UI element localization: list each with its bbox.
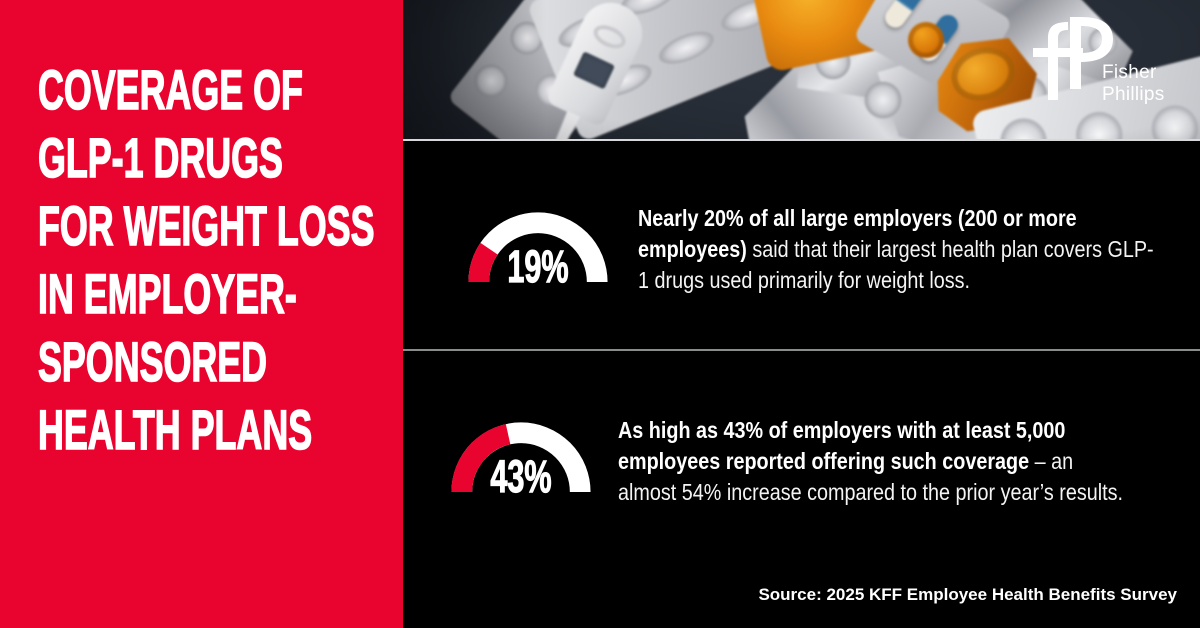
stat-panel-2: 43% As high as 43% of employers with at … [403,351,1200,628]
source-credit: Source: 2025 KFF Employee Health Benefit… [758,585,1177,604]
monogram-f-stem [1048,22,1068,100]
logo-wordmark-line1: Fisher [1102,62,1157,83]
fisher-phillips-logo: Fisher Phillips [1028,12,1188,107]
monogram-f-crossbar [1033,48,1083,57]
gauge-fill [468,242,498,283]
title-line-3: FOR WEIGHT LOSS [37,193,375,258]
title-line-2: GLP-1 DRUGS [37,125,283,190]
gauge-value-label: 43% [490,451,552,502]
monogram-p-bowl [1081,17,1113,62]
title-line-6: HEALTH PLANS [37,397,313,462]
gauge-arc-2 [451,422,591,493]
title-line-5: SPONSORED [37,329,268,394]
header-photo: Fisher Phillips [403,0,1200,139]
gauge-arc-1 [468,212,608,283]
stat-text-1-regular: said that their largest health plan cove… [638,236,1154,293]
page-title: COVERAGE OF GLP-1 DRUGS FOR WEIGHT LOSS … [37,56,448,464]
divider-photo [403,139,1200,141]
stat-panel-1: 19% Nearly 20% of all large employers (2… [403,141,1200,349]
stat-text-1: Nearly 20% of all large employers (200 o… [638,203,1154,296]
stat-text-2-regular: – an almost 54% increase compared to the… [618,448,1123,505]
monogram-p-stem [1070,17,1081,89]
gauge-chart-1: 19% [464,206,612,290]
stat-text-2: As high as 43% of employers with at leas… [618,415,1134,508]
stat-text-1-bold: Nearly 20% of all large employers (200 o… [638,205,1077,262]
gauge-fill [451,424,511,493]
title-panel: COVERAGE OF GLP-1 DRUGS FOR WEIGHT LOSS … [0,0,403,628]
content-column: Fisher Phillips 19% Nearly 20% of all la… [403,0,1200,628]
gauge-chart-2: 43% [447,416,595,500]
stat-text-2-bold: As high as 43% of employers with at leas… [618,417,1066,474]
gauge-value-label: 19% [507,241,569,292]
title-line-4: IN EMPLOYER- [37,261,297,326]
logo-wordmark-line2: Phillips [1102,84,1165,105]
title-line-1: COVERAGE OF [37,57,303,122]
divider-panels [403,349,1200,351]
fp-monogram-icon: Fisher Phillips [1033,17,1165,105]
